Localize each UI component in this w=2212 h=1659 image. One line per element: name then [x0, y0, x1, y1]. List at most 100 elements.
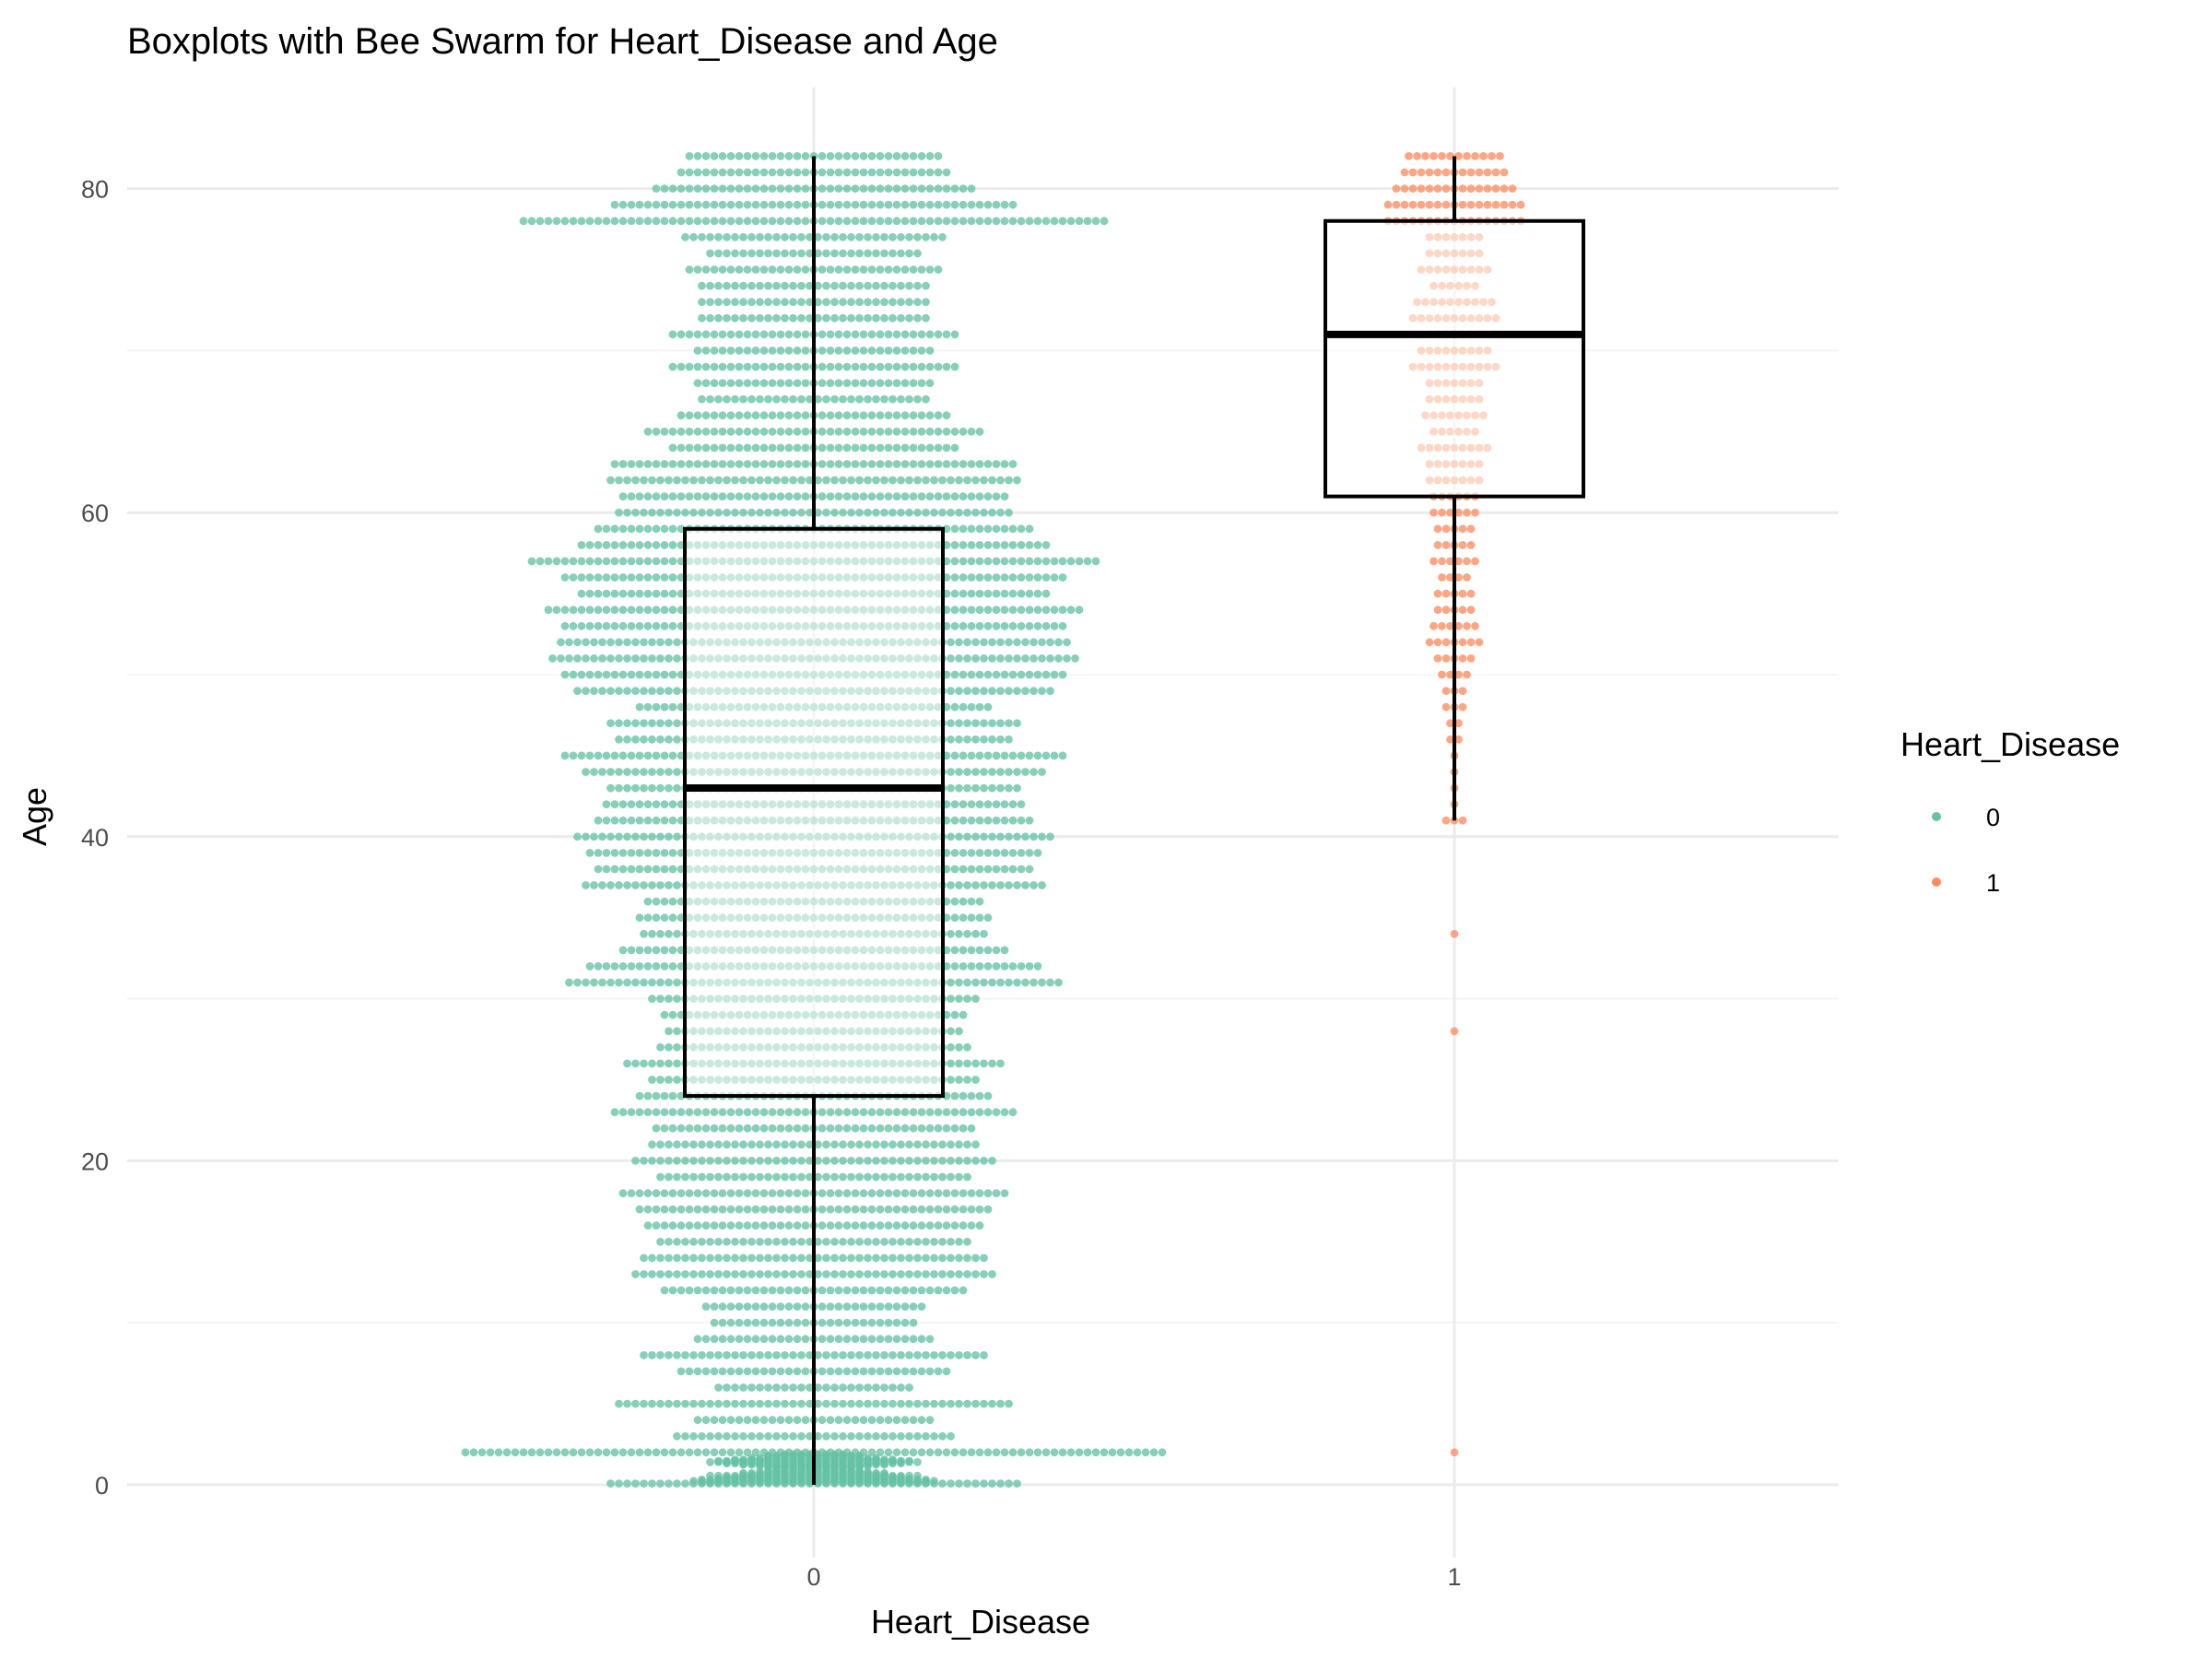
swarm-point-0: [913, 298, 922, 307]
swarm-point-0: [759, 379, 769, 387]
swarm-point-0: [938, 1140, 947, 1149]
swarm-point-0: [610, 589, 619, 598]
swarm-point-0: [872, 249, 880, 258]
swarm-point-0: [888, 1455, 897, 1464]
swarm-point-0: [723, 1456, 731, 1465]
swarm-point-0: [652, 800, 661, 808]
swarm-point-0: [739, 1468, 747, 1477]
swarm-point-0: [656, 1270, 665, 1278]
swarm-point-0: [971, 1351, 980, 1359]
swarm-point-0: [934, 1367, 943, 1376]
swarm-point-0: [665, 832, 673, 841]
swarm-point-0: [892, 347, 901, 355]
swarm-point-0: [947, 832, 955, 841]
swarm-point-0: [888, 1140, 897, 1149]
box-iqr-1: [1324, 218, 1585, 499]
swarm-point-0: [660, 1286, 669, 1295]
swarm-point-0: [1008, 800, 1018, 808]
swarm-point-0: [947, 1172, 955, 1182]
swarm-point-0: [851, 1124, 860, 1133]
swarm-point-0: [751, 1448, 760, 1457]
swarm-point-0: [922, 232, 930, 241]
swarm-point-0: [938, 1431, 947, 1441]
swarm-point-0: [731, 1351, 739, 1359]
swarm-point-0: [668, 1108, 677, 1117]
swarm-point-0: [842, 217, 852, 226]
swarm-point-0: [602, 606, 611, 615]
swarm-point-0: [806, 1399, 814, 1408]
swarm-point-0: [698, 1157, 706, 1165]
swarm-point-0: [942, 1205, 951, 1214]
swarm-point-0: [718, 1205, 727, 1214]
swarm-point-0: [913, 1157, 922, 1165]
swarm-point-0: [643, 1448, 653, 1457]
swarm-point-0: [818, 379, 827, 387]
swarm-point-1: [1463, 152, 1471, 160]
swarm-point-0: [1041, 606, 1051, 615]
swarm-point-0: [983, 800, 993, 808]
swarm-point-0: [996, 978, 1005, 987]
swarm-point-0: [892, 443, 901, 453]
swarm-point-1: [1458, 168, 1467, 177]
swarm-point-0: [652, 913, 661, 923]
swarm-point-0: [983, 702, 993, 712]
swarm-point-0: [631, 832, 640, 841]
swarm-point-0: [859, 379, 868, 387]
swarm-point-0: [959, 217, 968, 226]
swarm-point-0: [975, 913, 984, 923]
swarm-point-0: [963, 978, 971, 987]
swarm-point-1: [1466, 200, 1476, 209]
swarm-point-0: [635, 1448, 644, 1457]
swarm-point-0: [652, 816, 661, 825]
swarm-point-0: [627, 751, 636, 760]
swarm-point-0: [781, 1253, 789, 1263]
swarm-point-0: [693, 460, 702, 468]
swarm-point-0: [640, 1399, 648, 1408]
swarm-point-0: [872, 1383, 880, 1392]
swarm-point-0: [1000, 816, 1009, 825]
swarm-point-0: [673, 881, 681, 889]
swarm-point-0: [623, 832, 631, 841]
swarm-point-0: [706, 1458, 714, 1466]
swarm-point-0: [864, 1157, 872, 1165]
swarm-point-0: [635, 541, 644, 549]
swarm-point-0: [768, 1367, 777, 1376]
swarm-point-0: [693, 362, 702, 371]
swarm-point-0: [934, 411, 943, 420]
swarm-point-0: [864, 232, 872, 241]
swarm-point-0: [759, 427, 769, 436]
swarm-point-0: [623, 687, 631, 695]
swarm-point-0: [693, 1335, 702, 1344]
swarm-point-0: [959, 427, 968, 436]
swarm-point-0: [615, 978, 623, 987]
swarm-point-0: [930, 508, 938, 517]
swarm-point-0: [714, 298, 723, 307]
swarm-point-0: [557, 638, 565, 647]
swarm-point-0: [834, 1286, 843, 1295]
swarm-point-0: [922, 1476, 930, 1484]
swarm-point-0: [789, 313, 797, 323]
swarm-point-0: [673, 832, 681, 841]
swarm-point-0: [677, 427, 686, 436]
swarm-point-0: [701, 1124, 711, 1133]
swarm-point-0: [826, 411, 835, 420]
swarm-point-0: [781, 281, 789, 290]
swarm-point-0: [569, 621, 578, 630]
swarm-point-0: [859, 1302, 868, 1311]
swarm-point-0: [983, 557, 993, 566]
swarm-point-0: [701, 427, 711, 436]
swarm-point-0: [756, 298, 764, 307]
swarm-point-0: [706, 1471, 714, 1480]
swarm-point-0: [673, 994, 681, 1003]
swarm-point-0: [851, 347, 860, 355]
swarm-point-1: [1466, 589, 1476, 598]
swarm-point-0: [793, 1189, 802, 1197]
swarm-point-0: [867, 1448, 877, 1457]
swarm-point-0: [884, 265, 893, 274]
swarm-point-0: [1038, 978, 1046, 987]
swarm-point-0: [768, 1124, 777, 1133]
swarm-point-0: [627, 1108, 636, 1117]
swarm-point-0: [867, 1108, 877, 1117]
swarm-point-0: [917, 379, 926, 387]
swarm-point-0: [925, 168, 935, 177]
